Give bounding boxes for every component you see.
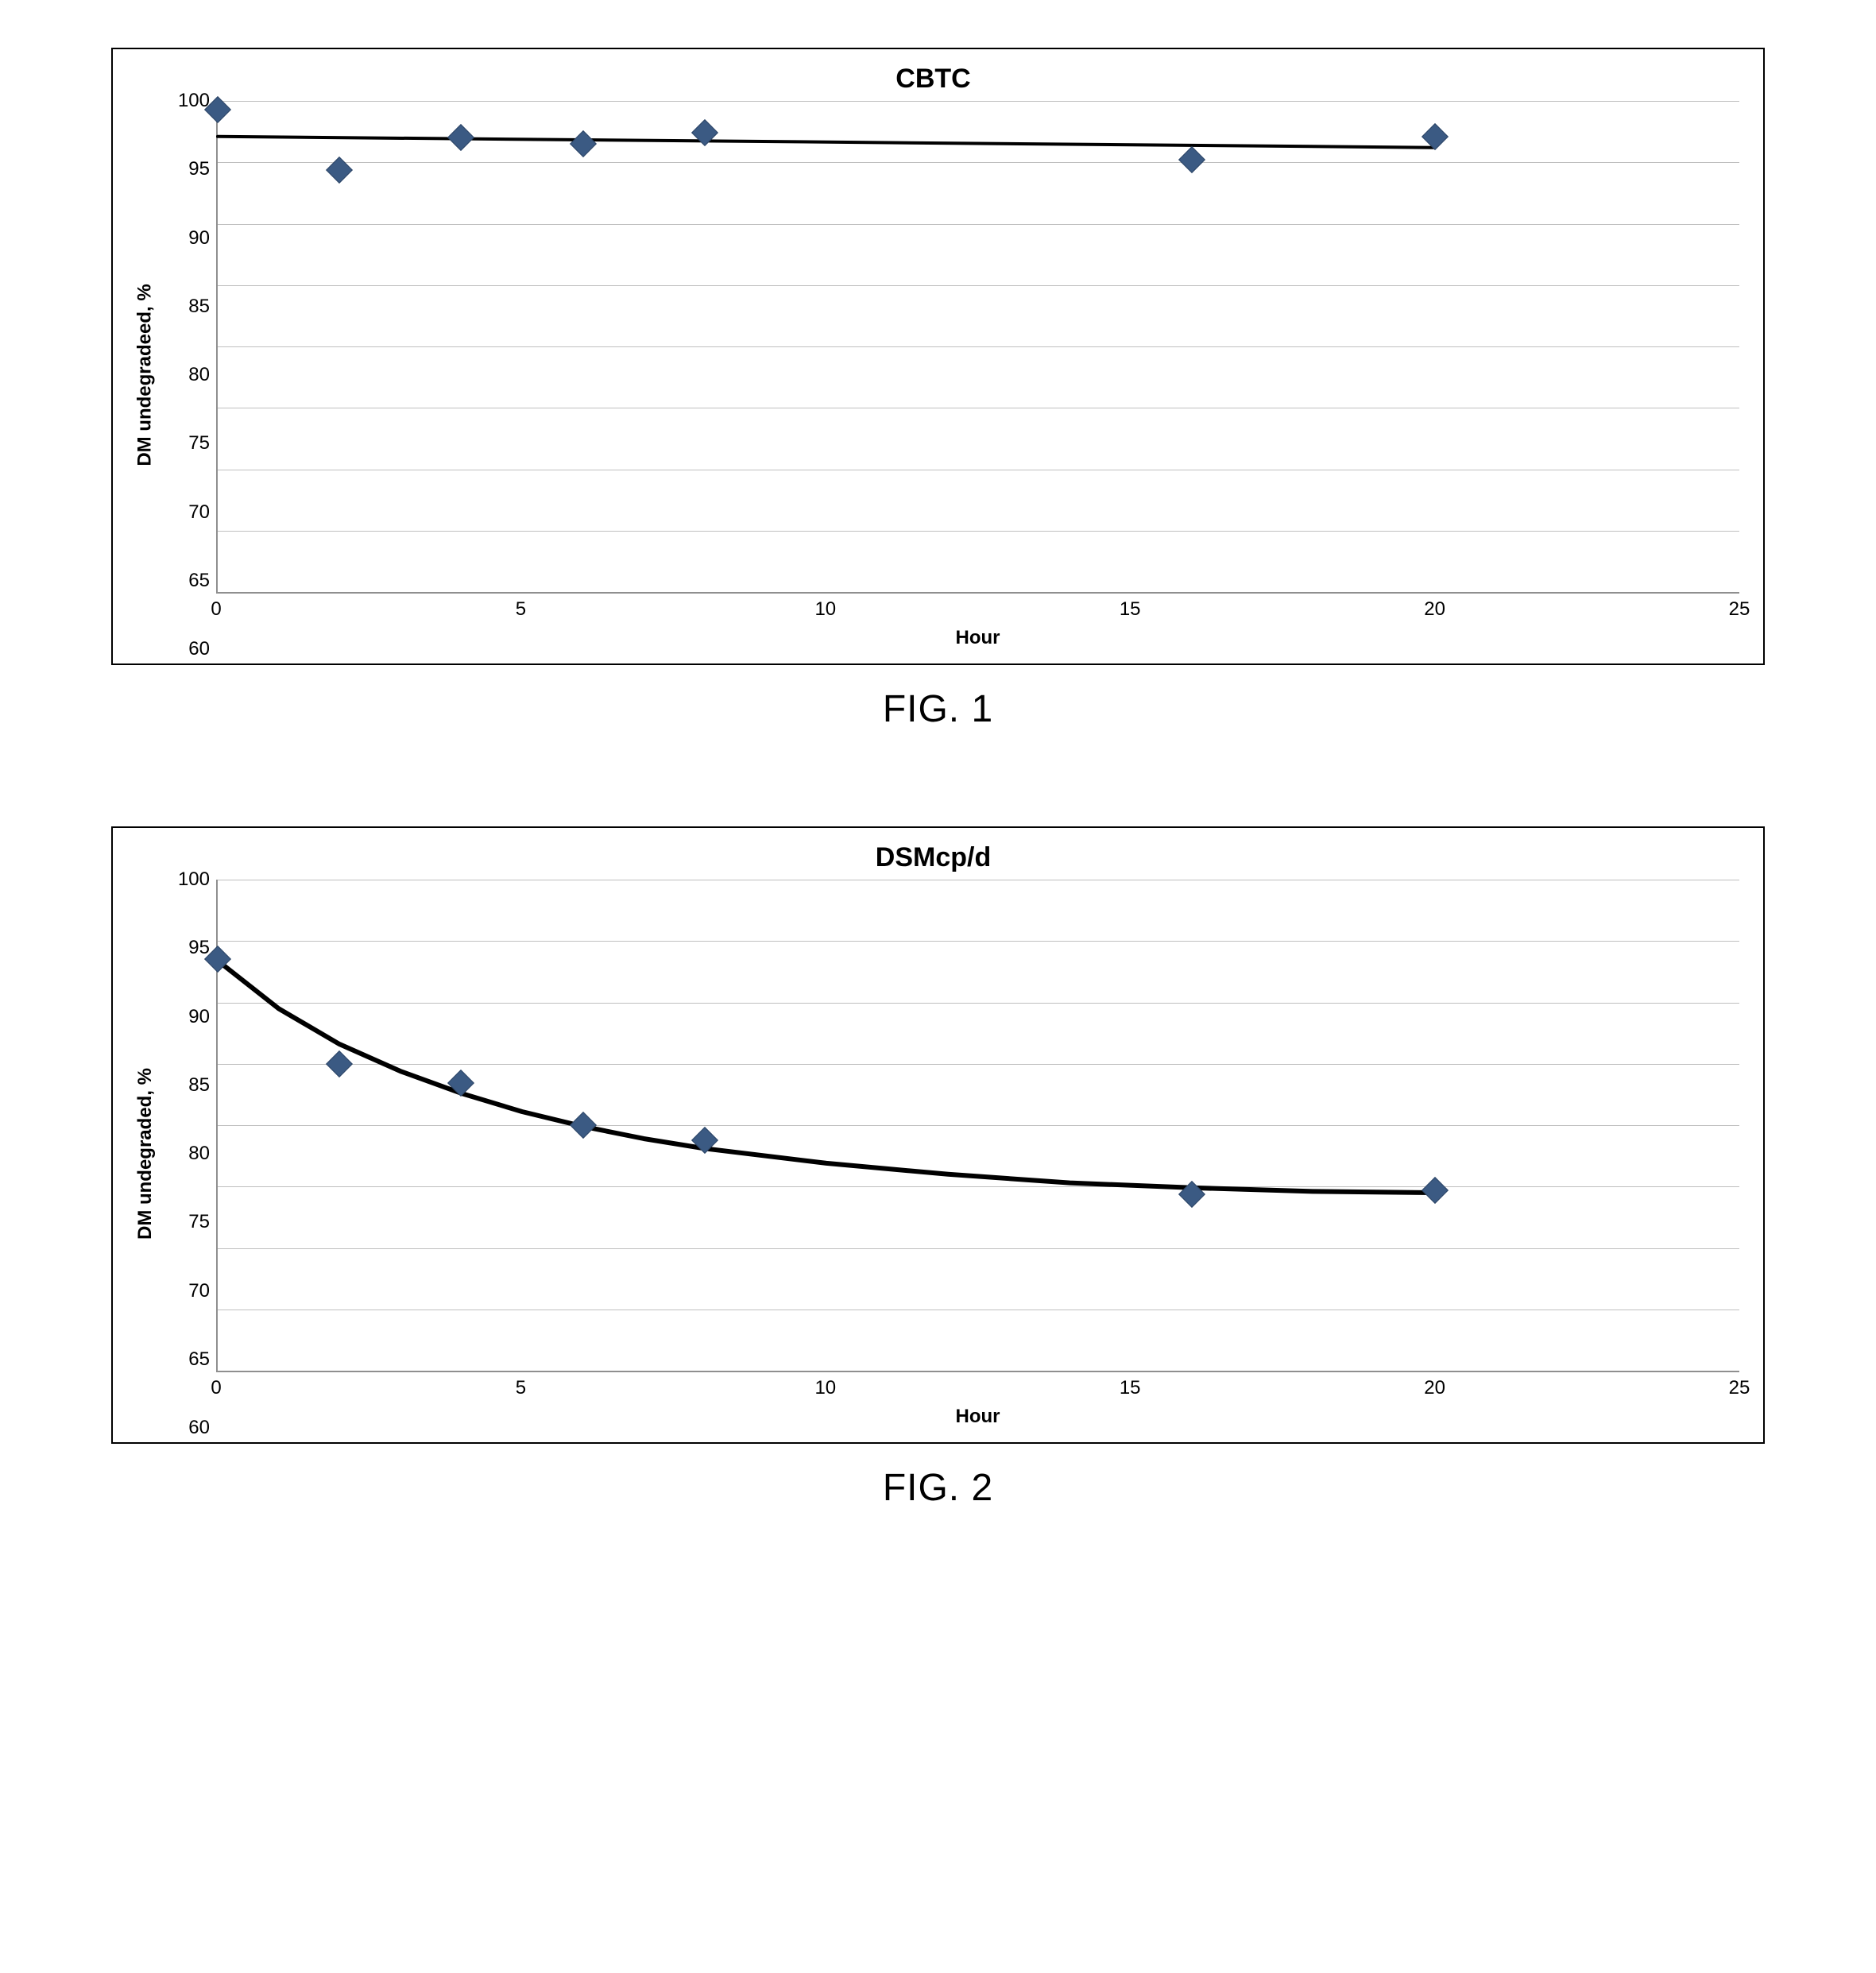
plot-area-wrap: 0510152025 Hour <box>216 880 1739 1428</box>
x-tick: 20 <box>1424 598 1445 621</box>
y-tick: 80 <box>164 366 210 385</box>
x-tick: 15 <box>1120 1377 1141 1399</box>
y-tick: 100 <box>164 870 210 889</box>
y-tick: 95 <box>164 160 210 179</box>
x-tick: 0 <box>211 598 221 621</box>
y-tick: 65 <box>164 571 210 590</box>
x-axis-label: Hour <box>216 1406 1739 1428</box>
x-axis-label: Hour <box>216 627 1739 649</box>
x-tick: 25 <box>1729 598 1750 621</box>
y-tick: 90 <box>164 1008 210 1027</box>
series-svg <box>218 880 1739 1371</box>
plot-row: DM undegradeed, % 1009590858075706560 05… <box>127 101 1739 649</box>
x-tick: 5 <box>516 1377 526 1399</box>
y-axis-label-wrap: DM undegraded, % <box>127 880 164 1428</box>
y-ticks-col: 1009590858075706560 <box>164 101 216 649</box>
y-tick: 90 <box>164 229 210 248</box>
x-ticks-row: 0510152025 <box>216 1377 1739 1402</box>
plot-area <box>216 880 1739 1372</box>
y-tick: 100 <box>164 91 210 110</box>
trend-line <box>218 137 1435 148</box>
x-tick: 10 <box>814 1377 836 1399</box>
chart-title: CBTC <box>127 64 1739 95</box>
y-tick: 80 <box>164 1144 210 1163</box>
y-tick: 70 <box>164 1282 210 1301</box>
x-tick: 25 <box>1729 1377 1750 1399</box>
y-tick: 70 <box>164 503 210 522</box>
plot-area <box>216 101 1739 594</box>
x-tick: 15 <box>1120 598 1141 621</box>
y-tick: 75 <box>164 434 210 453</box>
chart-title: DSMcp/d <box>127 842 1739 873</box>
plot-row: DM undegraded, % 1009590858075706560 051… <box>127 880 1739 1428</box>
series-svg <box>218 101 1739 592</box>
plot-area-wrap: 0510152025 Hour <box>216 101 1739 649</box>
figure-1: CBTC DM undegradeed, % 10095908580757065… <box>111 48 1765 731</box>
y-tick: 75 <box>164 1213 210 1232</box>
x-ticks-row: 0510152025 <box>216 598 1739 624</box>
figure-caption: FIG. 1 <box>111 687 1765 731</box>
x-tick: 10 <box>814 598 836 621</box>
y-tick: 60 <box>164 1418 210 1437</box>
y-axis-label-wrap: DM undegradeed, % <box>127 101 164 649</box>
trend-line <box>218 961 1435 1193</box>
figure-2: DSMcp/d DM undegraded, % 100959085807570… <box>111 826 1765 1510</box>
y-tick: 85 <box>164 1076 210 1095</box>
x-tick: 20 <box>1424 1377 1445 1399</box>
y-axis-label: DM undegraded, % <box>134 1068 157 1240</box>
figure-caption: FIG. 2 <box>111 1466 1765 1510</box>
x-tick: 0 <box>211 1377 221 1399</box>
y-axis-label: DM undegradeed, % <box>134 284 157 466</box>
y-tick: 65 <box>164 1350 210 1369</box>
y-tick: 60 <box>164 640 210 659</box>
y-tick: 85 <box>164 297 210 316</box>
chart-frame-fig1: CBTC DM undegradeed, % 10095908580757065… <box>111 48 1765 665</box>
x-tick: 5 <box>516 598 526 621</box>
y-tick: 95 <box>164 938 210 957</box>
chart-frame-fig2: DSMcp/d DM undegraded, % 100959085807570… <box>111 826 1765 1444</box>
